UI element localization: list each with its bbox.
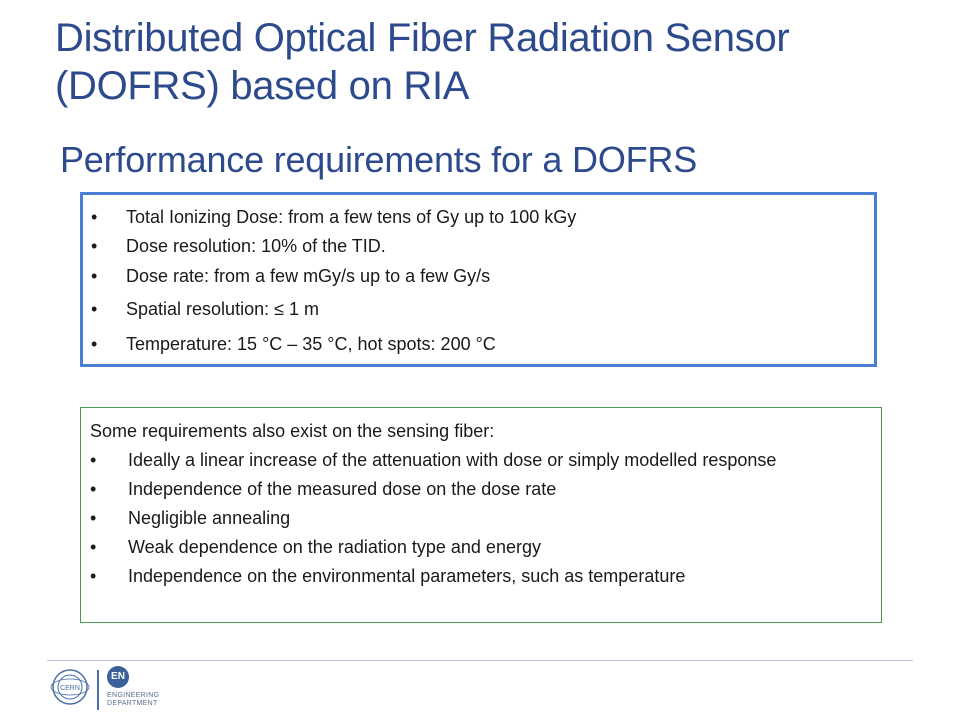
bullet-icon: • [90,508,97,528]
bullet-icon: • [90,450,97,470]
slide-title-line2: (DOFRS) based on RIA [55,64,470,108]
bullet-icon: • [91,236,98,256]
bullet-icon: • [91,207,98,227]
bullet-icon: • [91,334,98,354]
requirements-box: • Total Ionizing Dose: from a few tens o… [80,192,877,367]
requirements-list: • Total Ionizing Dose: from a few tens o… [91,203,576,362]
logo-divider [97,670,99,710]
requirement-item: • Dose resolution: 10% of the TID. [91,232,576,261]
fiber-requirement-text: Weak dependence on the radiation type an… [128,537,541,557]
footer-divider [47,660,913,661]
slide-title-line1: Distributed Optical Fiber Radiation Sens… [55,16,790,60]
bullet-icon: • [91,299,98,319]
fiber-requirement-item: • Independence of the measured dose on t… [90,475,868,504]
requirement-item: • Spatial resolution: ≤ 1 m [91,292,576,326]
bullet-icon: • [90,479,97,499]
fiber-requirement-text: Negligible annealing [128,508,291,528]
bullet-icon: • [90,537,97,557]
requirement-item: • Dose rate: from a few mGy/s up to a fe… [91,261,576,292]
fiber-requirements-list: • Ideally a linear increase of the atten… [90,446,868,591]
en-logo: EN [107,666,129,688]
fiber-intro: Some requirements also exist on the sens… [90,421,495,441]
bullet-icon: • [91,266,98,286]
department-line2: DEPARTMENT [107,700,158,707]
fiber-requirement-item: • Ideally a linear increase of the atten… [90,446,868,475]
fiber-requirement-text: Independence of the measured dose on the… [128,479,557,499]
requirement-text: Dose rate: from a few mGy/s up to a few … [126,266,491,286]
bullet-icon: • [90,566,97,586]
fiber-requirement-item: • Independence on the environmental para… [90,562,868,591]
requirement-text: Temperature: 15 °C – 35 °C, hot spots: 2… [126,334,496,354]
slide-subtitle: Performance requirements for a DOFRS [60,139,698,180]
fiber-requirement-text: Ideally a linear increase of the attenua… [128,450,777,470]
slide-title: Distributed Optical Fiber Radiation Sens… [55,14,915,110]
fiber-requirement-item: • Weak dependence on the radiation type … [90,533,868,562]
fiber-requirement-item: • Negligible annealing [90,504,868,533]
department-label: ENGINEERING DEPARTMENT [107,692,159,708]
department-line1: ENGINEERING [107,692,160,699]
requirement-item: • Total Ionizing Dose: from a few tens o… [91,203,576,232]
cern-logo-text: CERN [60,685,80,692]
requirement-text: Dose resolution: 10% of the TID. [126,236,386,256]
requirement-text: Spatial resolution: ≤ 1 m [126,299,319,319]
fiber-requirement-text: Independence on the environmental parame… [128,566,686,586]
requirement-item: • Temperature: 15 °C – 35 °C, hot spots:… [91,326,576,362]
cern-logo: CERN [50,669,90,705]
requirement-text: Total Ionizing Dose: from a few tens of … [126,207,577,227]
fiber-requirements-box: Some requirements also exist on the sens… [80,407,882,623]
